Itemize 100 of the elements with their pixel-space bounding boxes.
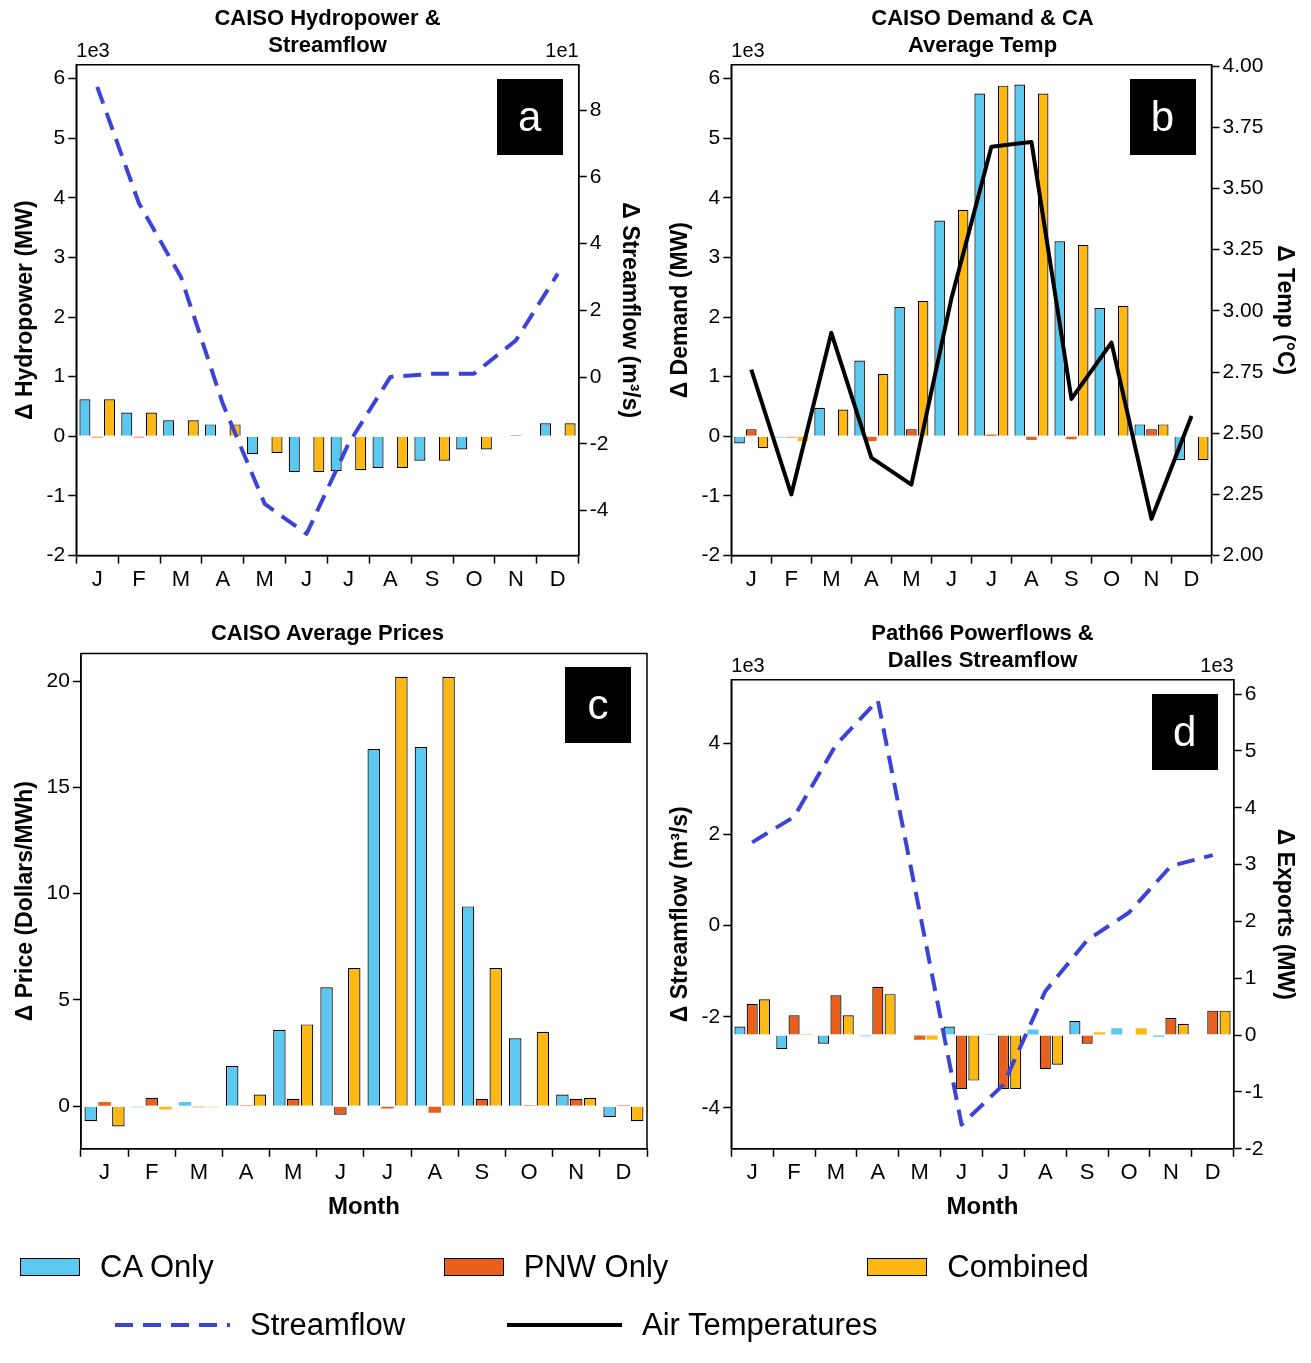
- y-axis-title: Δ Demand (MW): [666, 222, 693, 399]
- y2-tick-label: -2: [589, 430, 609, 454]
- line-series: [750, 698, 1215, 1127]
- x-tick-label: F: [144, 1159, 159, 1185]
- bar: [1026, 436, 1037, 440]
- x-tick-label: N: [1143, 565, 1160, 591]
- x-tick-label: M: [902, 565, 921, 591]
- y-tick-label: 1: [53, 363, 66, 387]
- y-tick-label: -2: [46, 542, 66, 566]
- y-tick-label: 2: [708, 303, 721, 327]
- y-tick-label: 2: [53, 303, 66, 327]
- x-tick-label: M: [910, 1159, 929, 1185]
- x-tick-label: S: [1064, 565, 1079, 591]
- y-tick-label: 5: [708, 124, 721, 148]
- y-tick-label: 1: [708, 363, 721, 387]
- y2-tick-label: 6: [1244, 680, 1257, 704]
- x-tick-label: O: [1102, 565, 1121, 591]
- annotation: a: [496, 78, 563, 155]
- y2-tick-label: 0: [1244, 1021, 1257, 1045]
- y-tick-label: 20: [46, 667, 70, 691]
- x-tick-label: A: [870, 1159, 886, 1185]
- x-tick-label: J: [997, 1159, 1009, 1185]
- x-tick-label: J: [745, 565, 757, 591]
- y-tick-label: 4: [708, 730, 721, 754]
- x-tick-label: S: [474, 1159, 490, 1185]
- y2-axis-title: Δ Exports (MW): [1272, 828, 1299, 1000]
- y-tick-label: 3: [708, 244, 721, 268]
- x-tick-label: J: [91, 565, 103, 591]
- y2-tick-label: 3.25: [1222, 236, 1264, 260]
- x-tick-label: J: [956, 1159, 968, 1185]
- x-tick-label: A: [215, 565, 231, 591]
- x-tick-label: A: [238, 1159, 254, 1185]
- y2-tick-label: -2: [1244, 1135, 1264, 1159]
- chart-title: CAISO Hydropower & Streamflow: [214, 5, 441, 57]
- chart-title: CAISO Average Prices: [210, 620, 445, 646]
- x-tick-label: O: [465, 565, 483, 591]
- x-tick-label: N: [507, 565, 524, 591]
- annotation: b: [1129, 78, 1196, 155]
- legend-label: Combined: [947, 1249, 1089, 1285]
- x-tick-label: M: [284, 1159, 303, 1185]
- y2-tick-label: -4: [589, 497, 609, 521]
- y-tick-label: 0: [53, 423, 66, 447]
- y-tick-label: 10: [46, 880, 70, 904]
- x-tick-label: A: [1037, 1159, 1053, 1185]
- y-tick-label: 0: [708, 912, 721, 936]
- x-tick-label: M: [171, 565, 191, 591]
- y-tick-label: -1: [46, 482, 66, 506]
- x-tick-label: S: [424, 565, 440, 591]
- x-tick-label: O: [1120, 1159, 1138, 1185]
- y-tick-label: 0: [708, 423, 721, 447]
- y-tick-label: 0: [58, 1093, 70, 1117]
- x-tick-label: J: [746, 1159, 758, 1185]
- y2-tick-label: -1: [1244, 1078, 1264, 1102]
- x-axis-title: Month: [327, 1192, 400, 1220]
- x-tick-label: A: [427, 1159, 443, 1185]
- y2-tick-label: 2.25: [1222, 481, 1264, 505]
- y2-axis-title: Δ Temp (°C): [1272, 245, 1299, 376]
- y2-tick-label: 0: [589, 363, 602, 387]
- annotation: d: [1151, 693, 1218, 770]
- y-tick-label: 6: [53, 65, 66, 89]
- legend-label: CA Only: [100, 1249, 214, 1285]
- y2-tick-label: 3: [1244, 851, 1257, 875]
- y2-tick-label: 2: [1244, 908, 1257, 932]
- x-tick-label: M: [826, 1159, 846, 1185]
- x-tick-label: A: [1024, 565, 1040, 591]
- text: 1e3: [731, 39, 765, 62]
- x-tick-label: M: [189, 1159, 209, 1185]
- y2-tick-label: 1: [1244, 965, 1257, 989]
- x-tick-label: J: [985, 565, 997, 591]
- x-tick-label: F: [784, 565, 799, 591]
- y2-tick-label: 3.50: [1222, 175, 1264, 199]
- legend-label: Air Temperatures: [642, 1307, 878, 1343]
- x-tick-label: D: [1204, 1159, 1221, 1185]
- y2-tick-label: 4.00: [1222, 52, 1264, 76]
- chart-title: CAISO Demand & CA Average Temp: [871, 5, 1094, 57]
- y-tick-label: -2: [701, 542, 721, 566]
- text: 1e3: [1200, 654, 1234, 677]
- y-tick-label: 15: [46, 774, 70, 798]
- legend-label: Streamflow: [250, 1307, 406, 1343]
- x-tick-label: F: [132, 565, 146, 591]
- y2-tick-label: 2.75: [1222, 358, 1264, 382]
- y-axis-title: Δ Price (Dollars/MWh): [11, 781, 38, 1022]
- x-tick-label: D: [615, 1159, 632, 1185]
- x-tick-label: F: [787, 1159, 801, 1185]
- y2-tick-label: 4: [589, 230, 602, 254]
- x-tick-label: J: [301, 565, 313, 591]
- y-tick-label: -1: [701, 482, 721, 506]
- y2-axis-title: Δ Streamflow (m³/s): [617, 202, 644, 419]
- y-tick-label: 3: [53, 244, 66, 268]
- x-tick-label: J: [342, 565, 354, 591]
- annotation: c: [565, 667, 631, 744]
- y-tick-label: -4: [701, 1094, 721, 1118]
- x-tick-label: A: [382, 565, 398, 591]
- x-tick-label: A: [864, 565, 879, 591]
- x-tick-label: M: [822, 565, 841, 591]
- bar: [428, 1106, 441, 1113]
- y-axis-title: Δ Hydropower (MW): [11, 200, 38, 421]
- y2-tick-label: 2.00: [1222, 542, 1264, 566]
- text: 1e3: [76, 39, 110, 62]
- x-tick-label: J: [99, 1159, 111, 1185]
